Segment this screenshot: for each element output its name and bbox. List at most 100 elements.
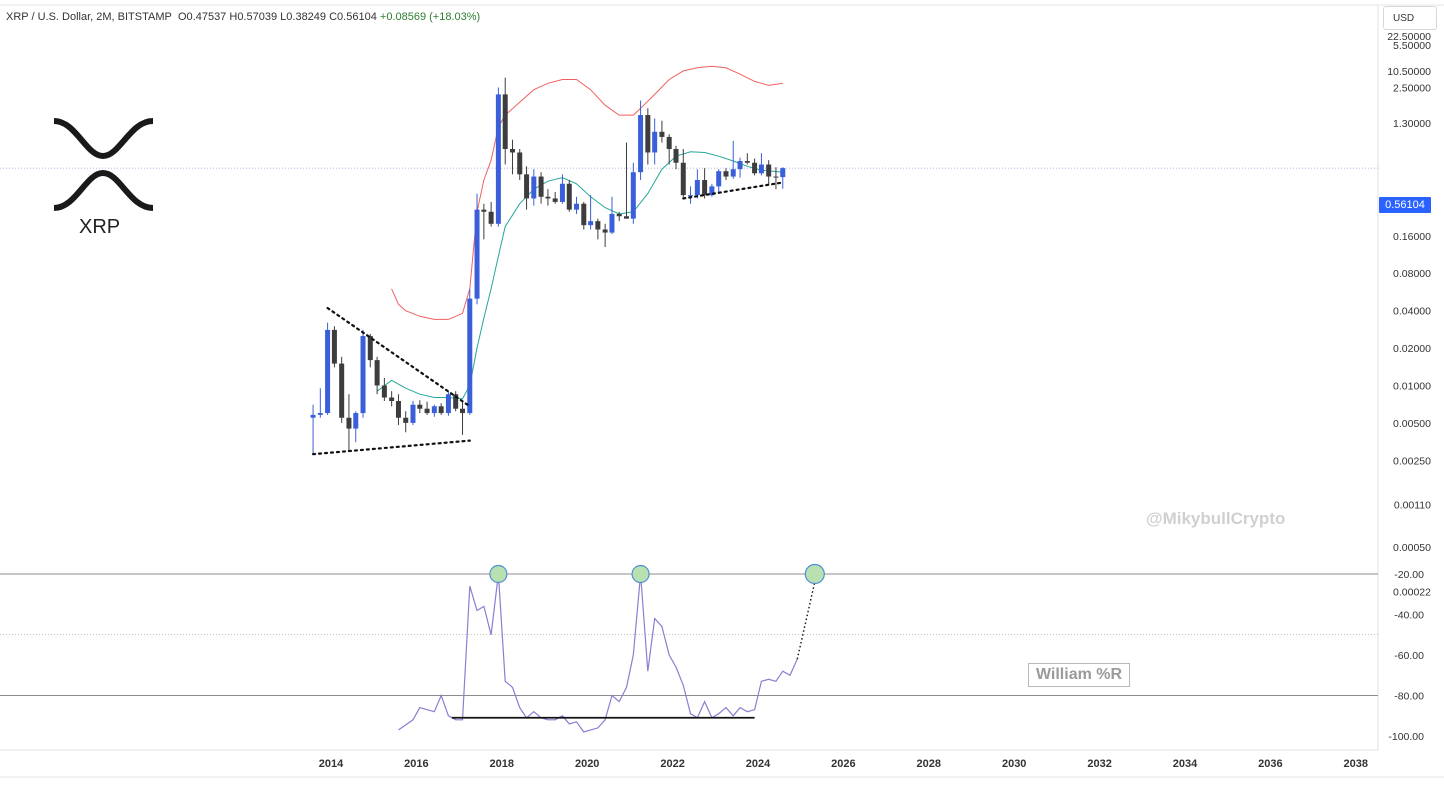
bull-candle	[730, 169, 736, 177]
price-axis-tick: 10.50000	[1387, 66, 1431, 78]
time-axis-tick: 2026	[831, 758, 855, 770]
bear-candle	[460, 408, 466, 414]
bull-candle	[709, 186, 715, 196]
price-axis-tick: 0.00110	[1394, 500, 1431, 512]
bear-candle	[773, 176, 779, 178]
bear-candle	[673, 148, 679, 163]
bull-candle	[325, 329, 331, 414]
bull-candle	[574, 203, 580, 210]
price-axis-tick: 5.50000	[1393, 40, 1431, 52]
last-price-tag: 0.56104	[1379, 197, 1431, 213]
bear-candle	[645, 115, 651, 153]
upper-band-line	[391, 65, 783, 320]
xrp-logo-bottom-stroke	[53, 169, 154, 211]
indicator-label: William %R	[1028, 663, 1130, 687]
bear-candle	[659, 131, 665, 137]
time-axis-tick: 2032	[1087, 758, 1111, 770]
time-axis-tick: 2038	[1344, 758, 1368, 770]
change-value: +0.08569 (+18.03%)	[379, 11, 481, 23]
time-axis-tick: 2016	[404, 758, 428, 770]
bear-candle	[331, 329, 337, 364]
price-axis-tick: 0.00250	[1393, 455, 1431, 467]
wr-axis-tick: -60.00	[1394, 650, 1424, 662]
symbol-header: XRP / U.S. Dollar, 2M, BITSTAMP O0.47537…	[6, 11, 480, 23]
bull-candle	[694, 180, 700, 196]
wr-axis-tick: -40.00	[1394, 610, 1424, 622]
bear-candle	[723, 171, 729, 177]
open-value: O0.47537	[177, 11, 227, 23]
price-axis-tick: 22.50000	[1387, 31, 1431, 43]
time-axis-tick: 2036	[1258, 758, 1282, 770]
bear-candle	[481, 209, 487, 212]
trendline	[682, 181, 784, 200]
price-axis-tick: 0.01000	[1393, 380, 1431, 392]
bull-candle	[445, 394, 451, 414]
price-axis-tick: 0.00022	[1393, 586, 1431, 598]
price-axis-tick: 2.50000	[1393, 82, 1431, 94]
price-axis-tick: 0.00050	[1393, 542, 1431, 554]
bull-candle	[360, 336, 366, 414]
currency-button[interactable]: USD	[1383, 6, 1437, 30]
bull-candle	[353, 413, 359, 429]
bear-candle	[545, 196, 551, 199]
bear-candle	[389, 397, 395, 401]
bear-candle	[766, 164, 772, 177]
bear-candle	[623, 216, 629, 219]
price-axis-tick: 0.00500	[1393, 418, 1431, 430]
bull-candle	[588, 221, 594, 226]
xrp-logo-top-stroke	[53, 118, 154, 160]
bear-candle	[438, 406, 444, 414]
trendline	[311, 439, 471, 456]
bull-candle	[716, 171, 722, 187]
bull-candle	[758, 164, 764, 174]
high-value: H0.57039	[229, 11, 278, 23]
wr-axis-tick: -80.00	[1394, 691, 1424, 703]
wr-peak-marker	[631, 564, 650, 584]
bull-candle	[688, 195, 694, 197]
bear-candle	[417, 404, 423, 409]
bull-candle	[638, 115, 644, 173]
bull-candle	[780, 168, 786, 178]
bear-candle	[339, 363, 345, 418]
bull-candle	[431, 406, 437, 414]
wr-axis-tick: -100.00	[1388, 731, 1424, 743]
bull-candle	[609, 213, 615, 233]
wr-peak-marker	[804, 563, 825, 585]
bear-candle	[346, 417, 352, 429]
xrp-logo-icon	[53, 118, 154, 211]
bear-candle	[581, 203, 587, 226]
price-axis-tick: 0.04000	[1393, 306, 1431, 318]
wr-projection-line	[796, 581, 816, 660]
bear-candle	[752, 162, 758, 174]
bull-candle	[737, 161, 743, 170]
bear-candle	[744, 161, 750, 163]
bear-candle	[595, 221, 601, 230]
bear-candle	[517, 152, 523, 175]
bear-candle	[524, 174, 530, 199]
bear-candle	[680, 162, 686, 196]
bull-candle	[467, 298, 473, 414]
low-value: L0.38249	[280, 11, 327, 23]
bear-candle	[367, 336, 373, 361]
bear-candle	[616, 213, 622, 217]
bear-candle	[552, 198, 558, 202]
bear-candle	[602, 229, 608, 233]
bear-candle	[509, 148, 515, 153]
time-axis-tick: 2034	[1173, 758, 1198, 770]
trendline	[326, 306, 471, 408]
bear-candle	[488, 211, 494, 224]
bull-candle	[495, 94, 501, 224]
bull-candle	[630, 172, 636, 219]
time-axis-tick: 2024	[746, 758, 771, 770]
watermark: @MikybullCrypto	[1146, 509, 1286, 528]
bear-candle	[566, 183, 572, 210]
time-axis-tick: 2014	[319, 758, 344, 770]
time-axis-tick: 2018	[490, 758, 514, 770]
bear-candle	[538, 176, 544, 197]
price-axis-tick: 0.16000	[1393, 231, 1431, 243]
bull-candle	[317, 413, 323, 415]
wr-peak-marker	[489, 564, 508, 584]
bear-candle	[403, 417, 409, 423]
bull-candle	[410, 404, 416, 423]
